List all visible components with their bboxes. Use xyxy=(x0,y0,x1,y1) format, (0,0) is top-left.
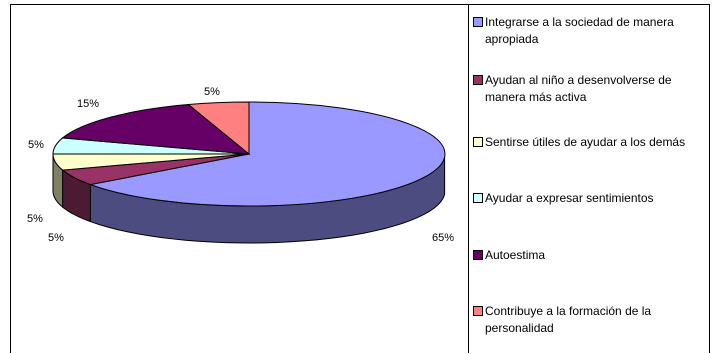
legend-swatch xyxy=(473,306,483,316)
legend-label: Sentirse útiles de ayudar a los demás xyxy=(485,135,686,149)
legend-item-expresar: Ayudar a expresar sentimientos xyxy=(473,190,705,207)
legend-swatch xyxy=(473,193,483,203)
legend-swatch xyxy=(473,250,483,260)
slice-label-expresar: 5% xyxy=(28,139,44,151)
slice-label-integrarse: 65% xyxy=(432,232,455,244)
legend-item-sentirse: Sentirse útiles de ayudar a los demás xyxy=(473,134,705,151)
legend-label: Integrarse a la sociedad de manera aprop… xyxy=(485,15,674,46)
slice-label-autoestima: 15% xyxy=(77,98,100,110)
legend-item-autoestima: Autoestima xyxy=(473,247,705,264)
legend-item-integrarse: Integrarse a la sociedad de manera aprop… xyxy=(473,14,705,48)
chart-legend: Integrarse a la sociedad de manera aprop… xyxy=(468,4,710,353)
pie-slice-0 xyxy=(88,101,446,207)
pie-chart xyxy=(52,101,446,244)
slice-label-sentirse: 5% xyxy=(27,213,43,225)
slice-label-ayudan: 5% xyxy=(48,232,64,244)
chart-frame: 65% 5% 5% 5% 15% 5% xyxy=(10,4,710,353)
legend-label: Ayudar a expresar sentimientos xyxy=(485,191,654,205)
legend-label: Autoestima xyxy=(485,248,546,262)
pie-slice-5 xyxy=(187,101,250,156)
legend-label: Contribuye a la formación de la personal… xyxy=(485,304,652,335)
legend-swatch xyxy=(473,75,483,85)
legend-item-ayudan: Ayudan al niño a desenvolverse de manera… xyxy=(473,72,705,106)
legend-swatch xyxy=(473,137,483,147)
legend-label: Ayudan al niño a desenvolverse de manera… xyxy=(485,73,672,104)
legend-swatch xyxy=(473,17,483,27)
slice-label-personalidad: 5% xyxy=(204,86,220,98)
pie-slice-4 xyxy=(61,104,251,155)
legend-item-personalidad: Contribuye a la formación de la personal… xyxy=(473,303,705,337)
